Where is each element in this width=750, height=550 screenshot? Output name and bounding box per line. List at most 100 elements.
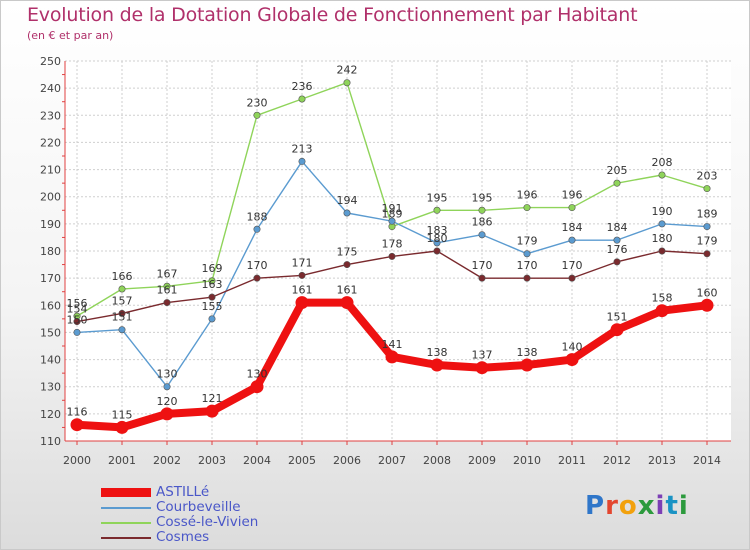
- data-label-cosmes: 175: [337, 246, 358, 259]
- legend-item-courbeveille: Courbeveille: [101, 500, 258, 515]
- data-point-courbeveille: [568, 236, 576, 244]
- data-label-astill-: 115: [112, 408, 133, 421]
- data-label-coss-le-vivien: 189: [382, 208, 403, 221]
- data-label-cosmes: 161: [157, 284, 178, 297]
- data-label-courbeveille: 186: [472, 216, 493, 229]
- data-point-courbeveille: [613, 236, 621, 244]
- y-tick-label: 190: [40, 218, 61, 231]
- legend: ASTILLé Courbeveille Cossé-le-Vivien Cos…: [101, 485, 258, 545]
- legend-swatch-cosmes: [101, 536, 151, 539]
- y-tick-label: 130: [40, 381, 61, 394]
- x-tick-label: 2011: [558, 454, 586, 467]
- data-label-astill-: 141: [382, 338, 403, 351]
- data-point-cosmes: [658, 247, 666, 255]
- legend-item-cosse-le-vivien: Cossé-le-Vivien: [101, 515, 258, 530]
- logo-letter: i: [678, 491, 689, 521]
- data-point-courbeveille: [658, 220, 666, 228]
- data-point-coss-le-vivien: [163, 282, 171, 290]
- data-label-courbeveille: 130: [157, 368, 178, 381]
- x-tick-label: 2008: [423, 454, 451, 467]
- data-point-cosmes: [478, 274, 486, 282]
- data-point-courbeveille: [343, 209, 351, 217]
- logo-letter: t: [665, 491, 679, 521]
- legend-swatch-cosse-le-vivien: [101, 521, 151, 524]
- x-tick-label: 2003: [198, 454, 226, 467]
- y-tick-label: 180: [40, 245, 61, 258]
- data-label-coss-le-vivien: 196: [562, 189, 583, 202]
- data-point-coss-le-vivien: [343, 79, 351, 87]
- data-point-astill-: [475, 361, 489, 375]
- data-label-courbeveille: 150: [67, 313, 88, 326]
- data-label-astill-: 140: [562, 341, 583, 354]
- data-label-astill-: 138: [427, 346, 448, 359]
- data-label-courbeveille: 191: [382, 202, 403, 215]
- data-point-courbeveille: [163, 383, 171, 391]
- data-point-cosmes: [73, 318, 81, 326]
- y-tick-label: 200: [40, 191, 61, 204]
- data-label-cosmes: 170: [562, 259, 583, 272]
- legend-item-cosmes: Cosmes: [101, 530, 258, 545]
- x-tick-label: 2013: [648, 454, 676, 467]
- chart-title: Evolution de la Dotation Globale de Fonc…: [27, 4, 638, 26]
- x-tick-label: 2005: [288, 454, 316, 467]
- data-label-coss-le-vivien: 196: [517, 189, 538, 202]
- data-label-courbeveille: 155: [202, 300, 223, 313]
- data-label-coss-le-vivien: 167: [157, 267, 178, 280]
- data-point-cosmes: [118, 309, 126, 317]
- data-label-astill-: 130: [247, 368, 268, 381]
- data-point-astill-: [430, 358, 444, 372]
- data-point-coss-le-vivien: [298, 95, 306, 103]
- data-point-courbeveille: [253, 225, 261, 233]
- logo-letter: P: [585, 491, 606, 521]
- chart-subtitle: (en € et par an): [27, 29, 114, 42]
- data-point-astill-: [115, 420, 129, 434]
- data-point-astill-: [70, 418, 84, 432]
- x-tick-label: 2014: [693, 454, 721, 467]
- data-point-astill-: [295, 296, 309, 310]
- y-tick-label: 210: [40, 164, 61, 177]
- data-label-courbeveille: 151: [112, 311, 133, 324]
- data-label-coss-le-vivien: 166: [112, 270, 133, 283]
- data-point-astill-: [250, 380, 264, 394]
- data-label-astill-: 120: [157, 395, 178, 408]
- data-point-astill-: [700, 298, 714, 312]
- data-label-astill-: 158: [652, 292, 673, 305]
- data-label-astill-: 138: [517, 346, 538, 359]
- data-label-cosmes: 163: [202, 278, 223, 291]
- data-point-cosmes: [208, 293, 216, 301]
- data-label-cosmes: 179: [697, 235, 718, 248]
- data-label-courbeveille: 194: [337, 194, 358, 207]
- x-tick-label: 2010: [513, 454, 541, 467]
- data-label-courbeveille: 184: [562, 221, 583, 234]
- data-label-cosmes: 170: [247, 259, 268, 272]
- data-point-cosmes: [253, 274, 261, 282]
- data-point-courbeveille: [523, 250, 531, 258]
- data-point-astill-: [610, 323, 624, 337]
- data-point-cosmes: [388, 252, 396, 260]
- logo-letter: r: [605, 491, 619, 521]
- data-label-astill-: 116: [67, 406, 88, 419]
- data-label-cosmes: 180: [427, 232, 448, 245]
- x-tick-label: 2009: [468, 454, 496, 467]
- data-point-astill-: [655, 304, 669, 318]
- data-label-astill-: 161: [337, 284, 358, 297]
- data-point-coss-le-vivien: [433, 206, 441, 214]
- data-point-coss-le-vivien: [613, 179, 621, 187]
- data-label-astill-: 161: [292, 284, 313, 297]
- data-point-cosmes: [568, 274, 576, 282]
- data-point-coss-le-vivien: [658, 171, 666, 179]
- data-point-cosmes: [343, 261, 351, 269]
- y-tick-label: 110: [40, 435, 61, 448]
- data-point-cosmes: [523, 274, 531, 282]
- data-point-astill-: [160, 407, 174, 421]
- data-label-coss-le-vivien: 242: [337, 64, 358, 77]
- data-label-cosmes: 157: [112, 294, 133, 307]
- proxiti-logo: Proxiti: [585, 491, 689, 521]
- y-tick-label: 220: [40, 136, 61, 149]
- data-label-astill-: 151: [607, 311, 628, 324]
- data-label-courbeveille: 189: [697, 208, 718, 221]
- data-point-astill-: [565, 353, 579, 367]
- data-label-cosmes: 176: [607, 243, 628, 256]
- y-tick-label: 240: [40, 82, 61, 95]
